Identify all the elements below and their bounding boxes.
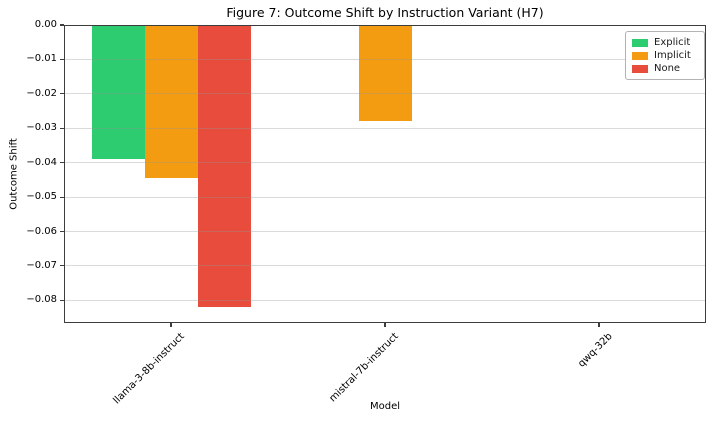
x-axis-label: Model [369,401,401,412]
bar-implicit [144,25,198,179]
bar-explicit [91,25,145,160]
y-tick-label: −0.01 [26,53,57,65]
bar-none [197,25,251,308]
y-tick [60,230,64,233]
y-tick-label: −0.03 [26,122,57,134]
gridline [64,265,706,267]
y-tick [60,162,64,164]
y-tick [60,58,64,60]
legend-swatch-explicit [632,38,648,47]
gridline [64,196,706,198]
legend-item-none: None [632,62,698,75]
legend-label: Implicit [654,50,691,61]
y-tick-label: −0.07 [26,259,57,271]
legend: Explicit Implicit None [625,31,705,80]
x-tick-label: mistral-7b-instruct [327,331,401,405]
x-tick-label: llama-3-8b-instruct [111,331,187,407]
y-tick [60,299,64,301]
x-tick [384,323,386,327]
x-tick-label: qwq-32b [576,331,615,370]
y-tick-label: −0.02 [26,87,57,99]
y-tick-label: −0.05 [26,191,57,203]
bar-implicit [358,25,412,122]
x-tick [170,323,172,327]
gridline [64,58,706,60]
gridline [64,299,706,301]
x-tick [598,323,600,327]
chart-title: Figure 7: Outcome Shift by Instruction V… [226,5,544,20]
y-tick [60,93,64,95]
y-tick [60,196,64,198]
gridline [64,162,706,164]
y-tick [60,24,64,26]
legend-swatch-implicit [632,51,648,60]
legend-item-implicit: Implicit [632,49,698,62]
legend-label: None [654,63,681,74]
y-tick [60,127,64,129]
gridline [64,231,706,232]
y-tick-label: −0.04 [26,156,57,168]
legend-item-explicit: Explicit [632,36,698,49]
gridline [64,93,706,95]
y-tick-label: −0.08 [26,294,57,306]
y-tick-label: −0.06 [26,225,57,237]
legend-swatch-none [632,64,648,73]
y-tick-label: 0.00 [34,19,57,30]
legend-label: Explicit [654,37,691,48]
y-tick [60,265,64,267]
gridline [64,127,706,129]
